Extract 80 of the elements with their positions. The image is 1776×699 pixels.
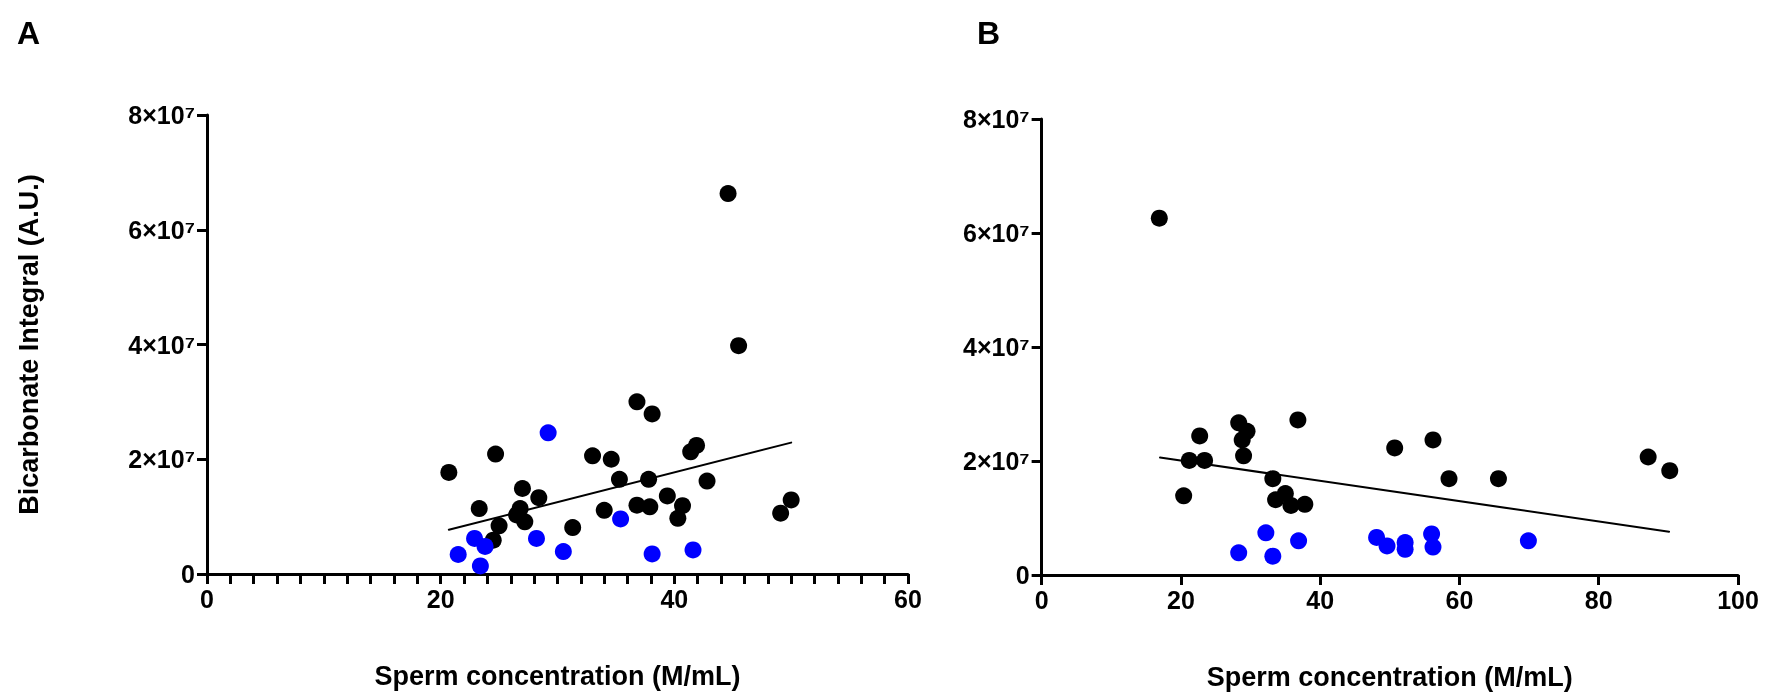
x-tick-label: 40 <box>660 584 689 613</box>
point <box>584 447 602 465</box>
y-tick-label: 4×10⁷ <box>962 333 1030 361</box>
x-tick-label: 80 <box>1584 585 1613 614</box>
point <box>1282 496 1300 514</box>
point <box>513 480 531 498</box>
point <box>1175 487 1193 505</box>
y-tick-label: 6×10⁷ <box>962 219 1030 247</box>
point <box>643 405 661 423</box>
point <box>1489 470 1507 488</box>
point <box>658 487 676 505</box>
point <box>1296 495 1314 513</box>
point <box>719 185 737 203</box>
x-tick-label: 20 <box>1166 585 1195 614</box>
point <box>1150 209 1168 227</box>
x-axis-title: Sperm concentration (M/mL) <box>1206 661 1573 692</box>
point <box>1424 431 1442 449</box>
chart-title: A <box>17 15 41 51</box>
point <box>772 504 790 522</box>
point <box>1440 470 1458 488</box>
point <box>1378 537 1396 555</box>
x-tick-label: 60 <box>1445 585 1474 614</box>
point <box>1267 491 1285 509</box>
point <box>782 491 800 509</box>
point <box>471 557 489 575</box>
point <box>1424 538 1442 556</box>
point <box>487 445 505 463</box>
y-axis-title: Bicarbonate Integral (A.U.) <box>13 174 44 515</box>
point <box>1289 411 1307 429</box>
x-tick-label: 40 <box>1306 585 1335 614</box>
y-tick-label: 6×10⁷ <box>128 215 195 244</box>
point <box>1639 448 1657 466</box>
point <box>698 472 716 490</box>
x-axis-title: Sperm concentration (M/mL) <box>374 660 741 691</box>
point <box>1257 524 1275 542</box>
point <box>595 501 613 519</box>
point <box>564 519 582 537</box>
y-tick-label: 2×10⁷ <box>962 447 1030 475</box>
point <box>1519 532 1537 550</box>
point <box>1661 462 1679 480</box>
x-tick-label: 0 <box>200 584 214 613</box>
point <box>554 543 572 561</box>
point <box>641 498 659 516</box>
point <box>1230 544 1248 562</box>
point <box>602 450 620 468</box>
point <box>643 545 661 563</box>
point <box>1264 547 1282 565</box>
point <box>490 517 508 535</box>
point <box>476 537 494 555</box>
point <box>1386 439 1404 457</box>
y-tick-label: 4×10⁷ <box>128 330 195 359</box>
point <box>610 470 628 488</box>
point <box>684 541 702 559</box>
point <box>1235 447 1253 465</box>
point <box>730 337 748 355</box>
point <box>669 509 687 527</box>
x-tick-label: 20 <box>426 584 455 613</box>
point <box>1368 528 1386 546</box>
point <box>1290 532 1308 550</box>
point <box>516 513 534 531</box>
chart-title: B <box>977 15 1001 51</box>
x-tick-label: 0 <box>1034 585 1049 614</box>
point <box>1233 431 1251 449</box>
point <box>530 489 548 507</box>
x-tick-label: 60 <box>894 584 922 613</box>
point <box>449 546 467 563</box>
point <box>539 424 557 442</box>
y-tick-label: 0 <box>1015 561 1030 589</box>
point <box>527 529 545 547</box>
y-tick-label: 8×10⁷ <box>128 101 195 129</box>
y-tick-label: 8×10⁷ <box>962 105 1030 133</box>
point <box>628 393 646 411</box>
x-tick-label: 100 <box>1717 585 1759 614</box>
y-tick-label: 2×10⁷ <box>128 445 195 474</box>
point <box>682 443 700 461</box>
point <box>470 500 488 518</box>
point <box>612 510 630 528</box>
point <box>440 463 458 481</box>
y-tick-label: 0 <box>181 560 195 588</box>
point <box>1191 427 1209 445</box>
